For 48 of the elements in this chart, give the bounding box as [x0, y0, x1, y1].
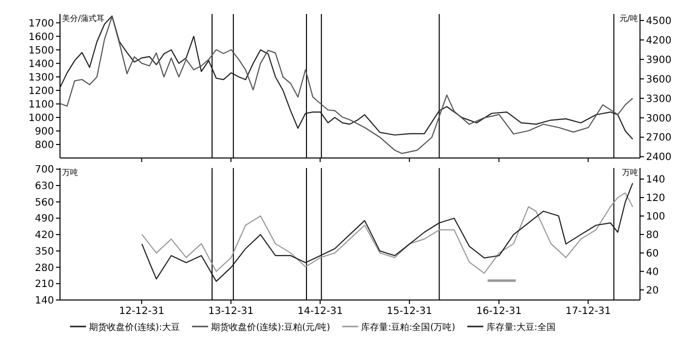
- y-tick-label: 1000: [28, 112, 54, 124]
- legend-label: 库存量:豆粕:全国(万吨): [361, 322, 456, 333]
- y-tick-label: 210: [34, 279, 54, 290]
- y-tick-label: 1600: [28, 32, 54, 43]
- y-tick-label: 280: [34, 262, 54, 274]
- x-tick-label: 16-12-31: [476, 306, 522, 317]
- y-tick-label: 1500: [28, 45, 54, 56]
- y-tick-label: 420: [34, 230, 54, 242]
- y-tick-label: 700: [34, 164, 54, 176]
- y2-axis-title: 万吨: [622, 168, 638, 177]
- legend-label: 库存量:大豆:全国: [486, 322, 556, 333]
- y-tick-label: 1200: [28, 86, 54, 97]
- y2-tick-label: 4500: [646, 16, 672, 27]
- y2-tick-label: 3300: [646, 94, 672, 105]
- y-tick-label: 350: [34, 246, 54, 258]
- y2-tick-label: 3900: [646, 54, 672, 66]
- y-axis-title: 万吨: [62, 168, 78, 177]
- x-tick-label: 13-12-31: [208, 306, 254, 317]
- y2-tick-label: 40: [646, 266, 659, 278]
- y2-tick-label: 100: [646, 212, 666, 222]
- x-tick-label: 15-12-31: [386, 306, 432, 317]
- y2-tick-label: 120: [646, 193, 666, 204]
- y-tick-label: 560: [34, 197, 54, 208]
- x-tick-label: 12-12-31: [118, 306, 164, 317]
- y-axis-title: 美分/蒲式耳: [62, 14, 105, 23]
- x-tick-label: 14-12-31: [297, 306, 343, 317]
- y2-tick-label: 20: [646, 285, 659, 296]
- y-tick-label: 900: [34, 126, 54, 138]
- y-tick-label: 1700: [28, 18, 54, 30]
- y2-tick-label: 140: [646, 174, 666, 186]
- y2-tick-label: 2700: [646, 132, 672, 144]
- y2-tick-label: 3000: [646, 113, 672, 124]
- y2-axis-title: 元/吨: [619, 14, 638, 23]
- y-tick-label: 1400: [28, 58, 54, 70]
- y2-tick-label: 60: [646, 248, 659, 260]
- y-tick-label: 1300: [28, 72, 54, 84]
- y-tick-label: 140: [34, 296, 54, 306]
- y2-tick-label: 2400: [646, 152, 672, 164]
- y-tick-label: 490: [34, 214, 54, 225]
- legend-label: 期货收盘价(连续):大豆: [89, 322, 180, 333]
- x-tick-label: 17-12-31: [565, 306, 611, 317]
- y-tick-label: 1100: [28, 99, 54, 110]
- y2-tick-label: 3600: [646, 74, 672, 86]
- y2-tick-label: 4200: [646, 35, 672, 46]
- legend-label: 期货收盘价(连续):豆粕(元/吨): [211, 322, 330, 333]
- y2-tick-label: 80: [646, 230, 659, 241]
- y-tick-label: 800: [34, 140, 54, 151]
- y-tick-label: 630: [34, 181, 54, 192]
